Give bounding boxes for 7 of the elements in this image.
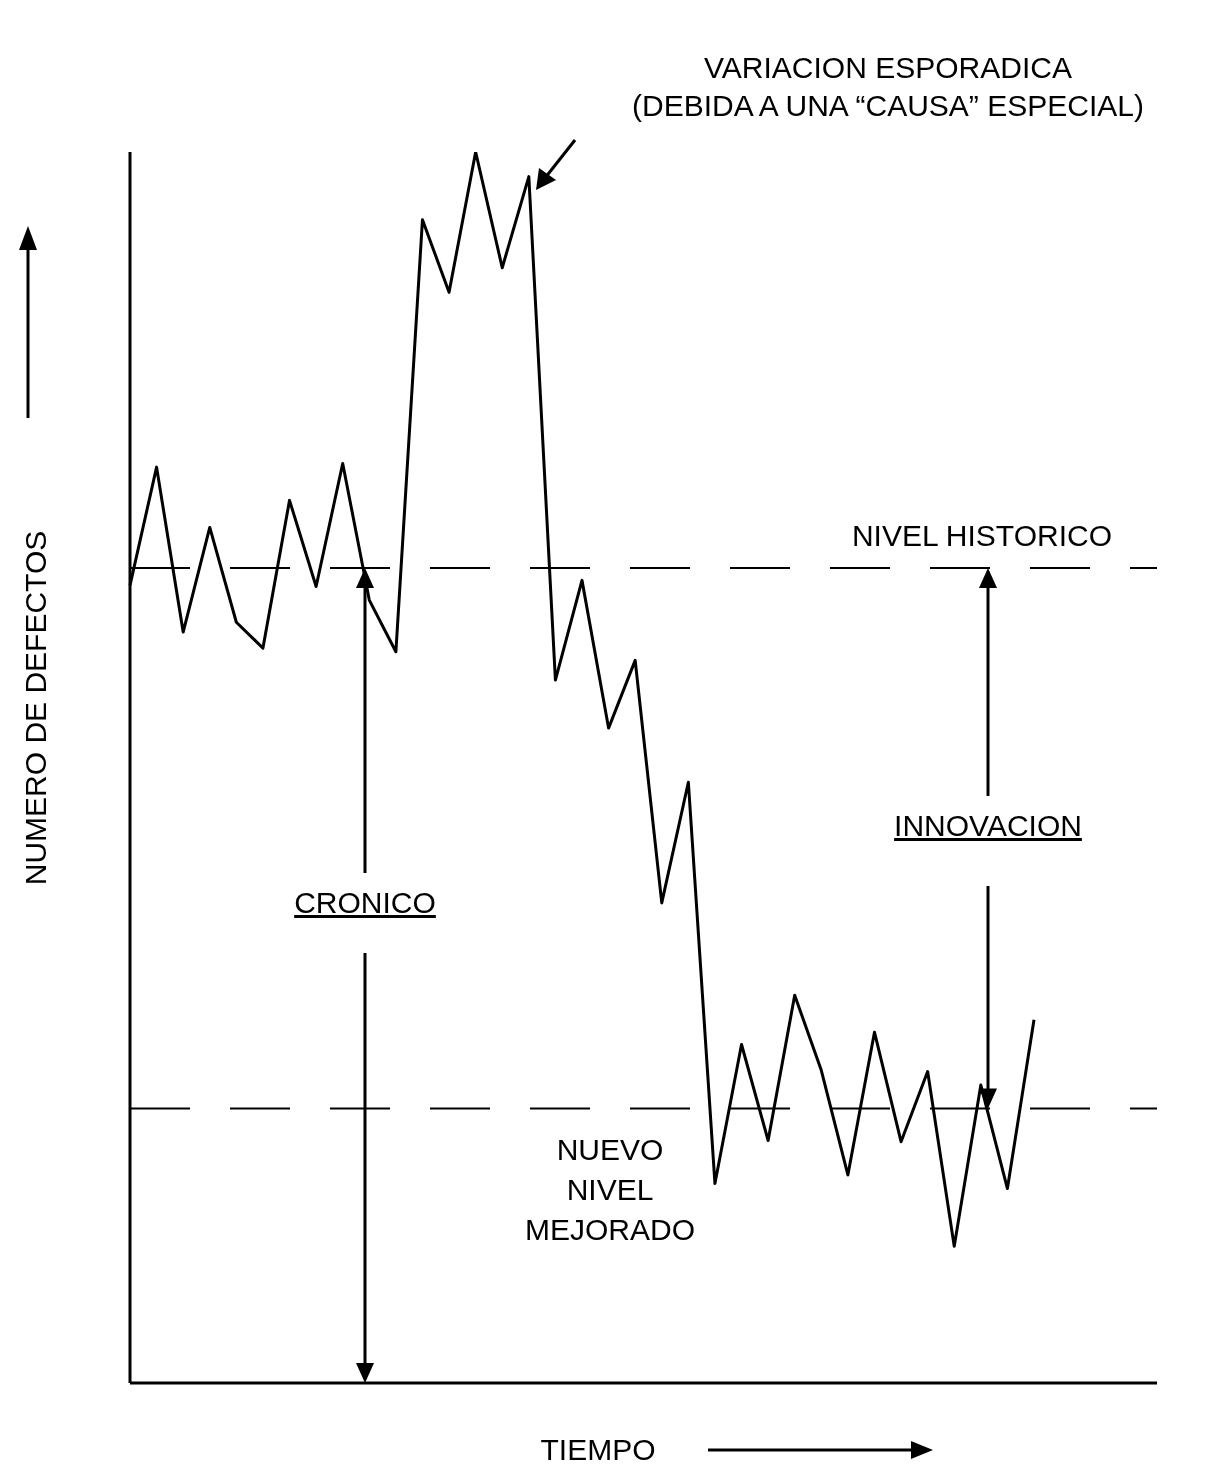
text: VARIACION ESPORADICA (DEBIDA A UNA “CAUSA” ESPECIAL) [632, 51, 1144, 122]
ref-line-label: NUEVO NIVEL MEJORADO [524, 1133, 696, 1247]
annotation: INNOVACION [894, 809, 1082, 842]
x-axis-title: TIEMPO [540, 1433, 656, 1466]
annotation: CRONICO [294, 886, 436, 919]
y-axis-title: NUMERO DE DEFECTOS [19, 530, 52, 886]
ref-line-label: NIVEL HISTORICO [851, 519, 1112, 553]
